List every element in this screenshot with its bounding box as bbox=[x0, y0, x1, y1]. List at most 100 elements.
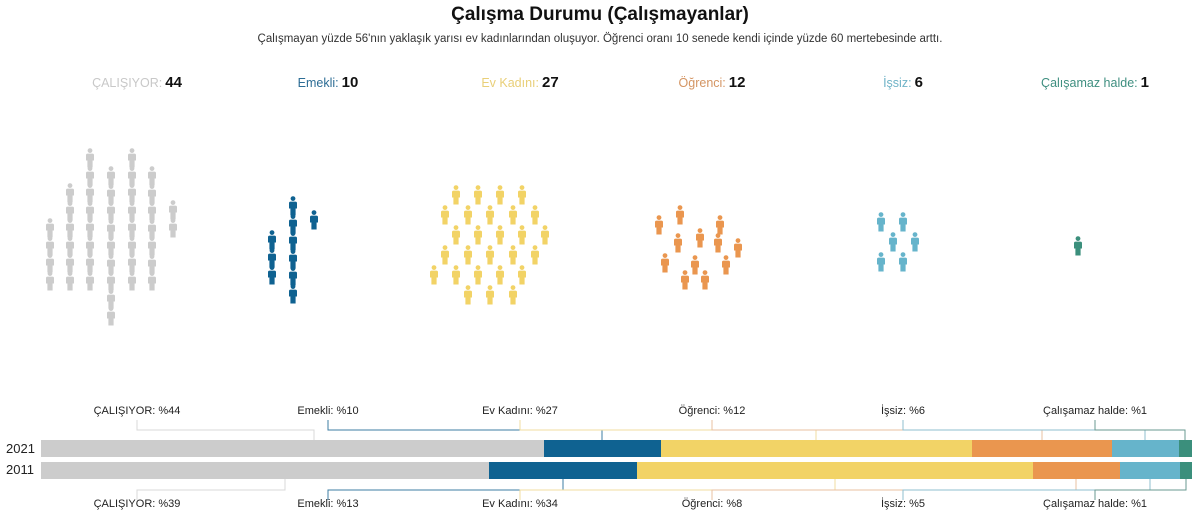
person-icon bbox=[509, 285, 517, 305]
person-icon bbox=[496, 225, 504, 245]
bar-label-2011-calisiyor: ÇALIŞIYOR: %39 bbox=[93, 498, 181, 510]
bar-label-2011-emekli: Emekli: %13 bbox=[297, 498, 359, 510]
bar-label-2021-emekli: Emekli: %10 bbox=[297, 405, 359, 417]
person-icon bbox=[452, 265, 460, 285]
bar-label-2021-calisiyor: ÇALIŞIYOR: %44 bbox=[93, 405, 181, 417]
header-value: 10 bbox=[341, 74, 359, 91]
bar-segment-issiz[interactable] bbox=[1120, 462, 1180, 479]
person-icon bbox=[474, 265, 482, 285]
person-icon bbox=[464, 205, 472, 225]
person-icon bbox=[674, 233, 682, 253]
person-icon bbox=[148, 201, 156, 221]
person-icon bbox=[66, 200, 74, 220]
person-icon bbox=[289, 266, 297, 286]
year-label-2021: 2021 bbox=[6, 441, 35, 456]
header-label: Ev Kadını: bbox=[481, 76, 539, 90]
person-icon bbox=[107, 288, 115, 308]
person-icon bbox=[148, 236, 156, 256]
person-icon bbox=[46, 253, 54, 273]
person-icon bbox=[518, 225, 526, 245]
bar-segment-issiz[interactable] bbox=[1112, 440, 1179, 457]
person-icon bbox=[496, 265, 504, 285]
bar-segment-calisamaz[interactable] bbox=[1180, 462, 1192, 479]
person-icon bbox=[86, 235, 94, 255]
bar-segment-ogrenci[interactable] bbox=[1033, 462, 1120, 479]
person-icon bbox=[107, 218, 115, 238]
header-emekli: Emekli: 10 bbox=[298, 74, 359, 91]
person-icon bbox=[107, 236, 115, 256]
person-icon bbox=[452, 185, 460, 205]
bar-segment-emekli[interactable] bbox=[544, 440, 661, 457]
header-label: ÇALIŞIYOR: bbox=[92, 76, 163, 90]
person-icon bbox=[696, 228, 704, 248]
bar-label-2011-ev-kadini: Ev Kadını: %34 bbox=[482, 498, 558, 510]
person-icon bbox=[128, 200, 136, 220]
bar-segment-ev-kadini[interactable] bbox=[661, 440, 972, 457]
person-icon bbox=[289, 231, 297, 251]
person-icon bbox=[66, 183, 74, 203]
person-icon bbox=[655, 215, 663, 235]
person-icon bbox=[691, 255, 699, 275]
person-icon bbox=[86, 148, 94, 168]
person-icon bbox=[46, 235, 54, 255]
person-icon bbox=[128, 148, 136, 168]
person-icon bbox=[86, 200, 94, 220]
person-icon bbox=[107, 306, 115, 326]
person-icon bbox=[169, 200, 177, 220]
chart-title: Çalışma Durumu (Çalışmayanlar) bbox=[451, 4, 749, 25]
bar-segment-ogrenci[interactable] bbox=[972, 440, 1112, 457]
person-icon bbox=[486, 245, 494, 265]
person-icon bbox=[107, 183, 115, 203]
person-icon bbox=[452, 225, 460, 245]
person-icon bbox=[714, 233, 722, 253]
person-icon bbox=[289, 248, 297, 268]
person-icon bbox=[86, 165, 94, 185]
person-icon bbox=[889, 232, 897, 252]
bar-segment-calisamaz[interactable] bbox=[1179, 440, 1192, 457]
year-label-2011: 2011 bbox=[6, 462, 34, 477]
person-icon bbox=[268, 265, 276, 285]
person-icon bbox=[169, 217, 177, 237]
bar-segment-calisiyor[interactable] bbox=[41, 462, 489, 479]
bar-label-2021-ev-kadini: Ev Kadını: %27 bbox=[482, 405, 558, 417]
person-icon bbox=[268, 247, 276, 267]
header-label: Emekli: bbox=[297, 76, 339, 90]
person-icon bbox=[441, 245, 449, 265]
person-icon bbox=[531, 205, 539, 225]
person-icon bbox=[289, 283, 297, 303]
person-icon bbox=[310, 210, 318, 230]
person-icon bbox=[128, 235, 136, 255]
person-icon bbox=[877, 212, 885, 232]
person-icon bbox=[148, 183, 156, 203]
header-ogrenci: Öğrenci: 12 bbox=[679, 74, 746, 91]
person-icon bbox=[509, 205, 517, 225]
person-icon bbox=[509, 245, 517, 265]
person-icon bbox=[86, 183, 94, 203]
person-icon bbox=[148, 271, 156, 291]
stacked-bar-2021 bbox=[41, 440, 1192, 457]
person-icon bbox=[46, 218, 54, 238]
person-icon bbox=[716, 215, 724, 235]
person-icon bbox=[46, 270, 54, 290]
bar-label-2021-issiz: İşsiz: %6 bbox=[880, 405, 926, 417]
bar-segment-emekli[interactable] bbox=[489, 462, 637, 479]
header-value: 44 bbox=[165, 74, 182, 91]
person-icon bbox=[474, 225, 482, 245]
header-calisiyor: ÇALIŞIYOR: 44 bbox=[92, 74, 182, 91]
bar-label-2011-issiz: İşsiz: %5 bbox=[880, 498, 926, 510]
person-icon bbox=[531, 245, 539, 265]
person-icon bbox=[441, 205, 449, 225]
header-value: 1 bbox=[1140, 74, 1149, 91]
stacked-bar-2011 bbox=[41, 462, 1192, 479]
bar-segment-ev-kadini[interactable] bbox=[637, 462, 1033, 479]
person-icon bbox=[107, 201, 115, 221]
person-icon bbox=[148, 166, 156, 186]
header-ev-kadini: Ev Kadını: 27 bbox=[481, 74, 558, 91]
person-icon bbox=[518, 265, 526, 285]
person-icon bbox=[464, 285, 472, 305]
bar-label-2021-calisamaz: Çalışamaz halde: %1 bbox=[1043, 405, 1147, 417]
bar-segment-calisiyor[interactable] bbox=[41, 440, 544, 457]
person-icon bbox=[107, 253, 115, 273]
person-icon bbox=[128, 165, 136, 185]
